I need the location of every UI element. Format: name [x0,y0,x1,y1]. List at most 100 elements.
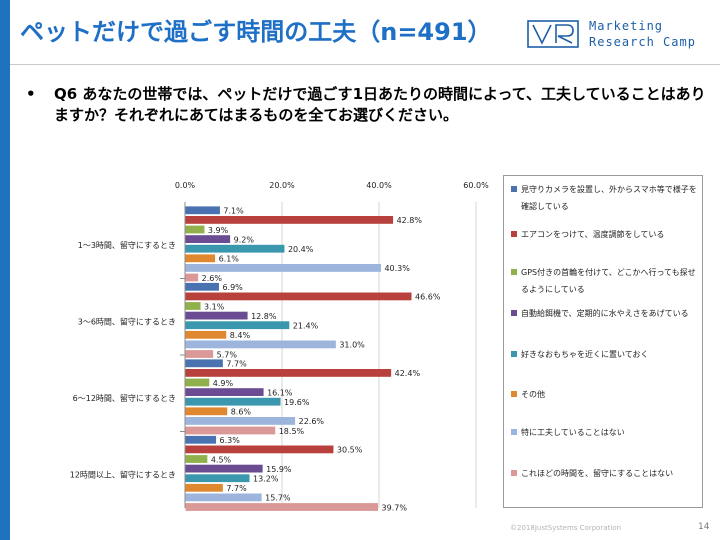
data-label: 3.9% [208,226,229,235]
slide-title: ペットだけで過ごす時間の工夫（n=491） [20,18,492,46]
data-label: 3.1% [204,302,225,311]
x-tick-label: 60.0% [463,181,489,190]
bar [185,321,290,330]
legend-swatch [511,269,517,275]
data-label: 16.1% [267,388,293,397]
data-label: 46.6% [415,293,441,302]
legend-swatch [511,231,517,237]
legend-label: 自動給餌機で、定期的に水やえさをあげている [521,309,689,318]
bar [185,503,379,511]
logo-line-2: Research Camp [589,35,696,49]
data-label: 8.6% [231,408,252,417]
logo-line-1: Marketing [589,19,664,33]
bar [185,311,248,320]
legend-swatch [511,310,517,316]
data-label: 9.2% [234,235,255,244]
logo-wordmark: Marketing Research Camp [589,18,696,50]
question-text: Q6 あなたの世帯では、ペットだけで過ごす1日あたりの時間によって、工夫している… [54,85,706,124]
data-label: 12.8% [251,312,277,321]
bar [185,359,223,368]
data-label: 6.9% [222,283,243,292]
legend-item: 自動給餌機で、定期的に水やえさをあげている [511,305,697,322]
data-label: 6.3% [220,436,241,445]
bar [185,493,262,502]
legend-label: 特に工夫していることはない [521,428,625,437]
bar [185,426,276,435]
category-label: 6～12時間、留守にするとき [73,393,176,403]
data-label: 6.1% [219,255,240,264]
bar [185,445,334,454]
legend-label: 好きなおもちゃを近くに置いておく [521,350,649,359]
bar [185,330,227,339]
data-label: 4.9% [213,379,234,388]
bar [185,397,281,406]
bar [185,206,220,215]
vr-logo-icon [527,20,579,48]
bar [185,435,217,444]
legend-label: 見守りカメラを設置し、外からスマホ等で様子を確認している [521,185,697,211]
legend-label: エアコンをつけて、温度調節をしている [521,230,665,239]
data-label: 19.6% [284,398,310,407]
data-label: 42.4% [395,369,421,378]
x-tick-label: 20.0% [269,181,295,190]
data-label: 7.7% [226,484,247,493]
bar [185,225,205,234]
bar [185,302,201,310]
legend-swatch [511,429,517,435]
category-label: 3～6時間、留守にするとき [78,316,176,326]
chart-legend: 見守りカメラを設置し、外からスマホ等で様子を確認しているエアコンをつけて、温度調… [503,175,703,508]
legend-item: その他 [511,386,697,403]
data-label: 40.3% [384,264,410,273]
data-label: 22.6% [299,417,325,426]
legend-item: エアコンをつけて、温度調節をしている [511,226,697,243]
bar [185,417,296,425]
legend-item: 特に工夫していることはない [511,424,697,441]
page-number: 14 [698,522,710,532]
legend-swatch [511,391,517,397]
bar [185,235,231,243]
data-label: 13.2% [253,475,279,484]
title-divider [10,64,720,65]
legend-item: 好きなおもちゃを近くに置いておく [511,346,697,363]
data-label: 20.4% [288,245,314,254]
bar [185,264,381,272]
data-label: 4.5% [211,455,232,464]
data-label: 8.4% [230,331,251,340]
bar [185,464,263,473]
data-label: 5.7% [217,350,238,359]
legend-swatch [511,186,517,192]
copyright-text: ©2018JustSystems Corporation [510,524,622,532]
x-tick-label: 40.0% [366,181,392,190]
data-label: 15.9% [266,465,292,474]
bar [185,388,264,396]
legend-item: これほどの時間を、留守にすることはない [511,465,697,482]
bullet-icon: • [26,85,36,103]
category-label: 12時間以上、留守にするとき [70,469,176,479]
data-label: 39.7% [382,503,408,512]
legend-swatch [511,351,517,357]
bar [185,282,219,291]
bar [185,273,199,282]
data-label: 30.5% [337,446,363,455]
data-label: 18.5% [279,427,305,436]
category-label: 1～3時間、留守にするとき [78,240,176,250]
bar [185,340,336,349]
question-text-block: • Q6 あなたの世帯では、ペットだけで過ごす1日あたりの時間によって、工夫して… [26,84,706,126]
data-label: 15.7% [265,494,291,503]
bar [185,455,208,463]
bar [185,369,392,377]
data-label: 2.6% [202,274,223,283]
bar [185,292,412,301]
data-label: 21.4% [293,322,319,331]
data-label: 42.8% [397,216,423,225]
bar [185,378,210,387]
bar [185,350,214,358]
legend-item: GPS付きの首輪を付けて、どこかへ行っても探せるようにしている [511,264,697,298]
bar [185,216,394,224]
bar [185,483,223,492]
bar [185,244,285,253]
legend-item: 見守りカメラを設置し、外からスマホ等で様子を確認している [511,181,697,215]
data-label: 7.1% [223,207,244,216]
x-tick-label: 0.0% [175,181,196,190]
